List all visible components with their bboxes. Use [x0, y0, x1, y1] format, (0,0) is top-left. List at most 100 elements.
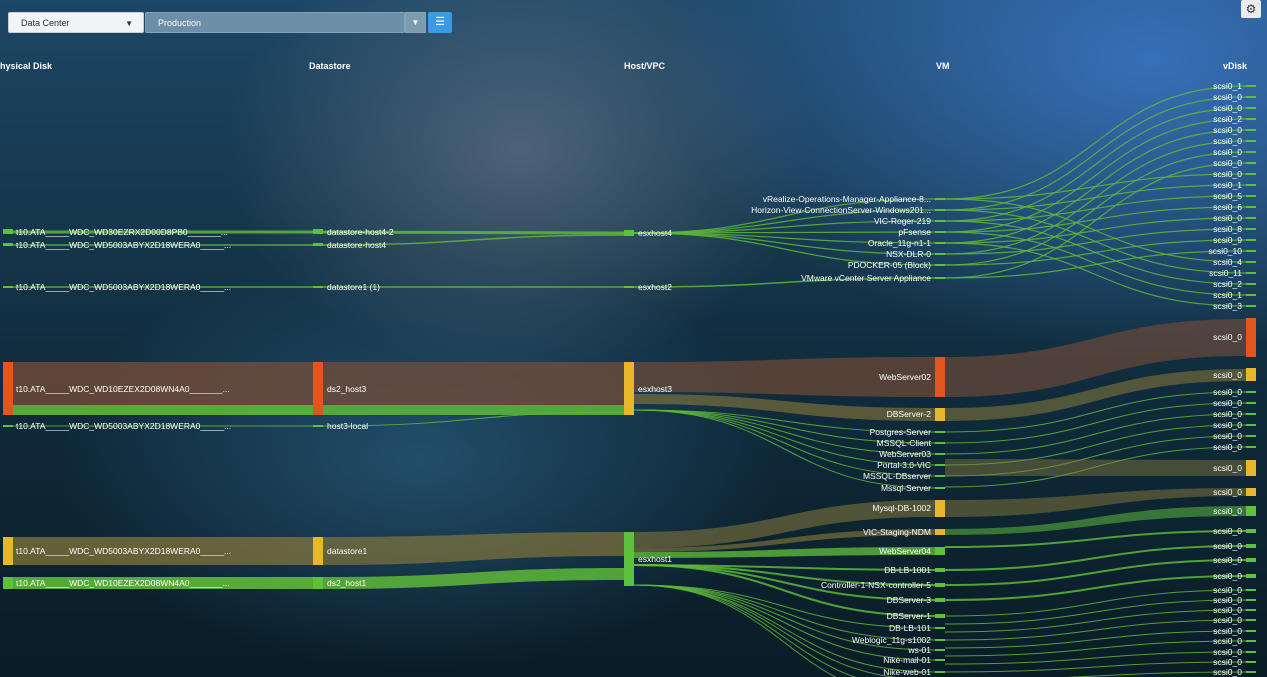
physical-disk-label[interactable]: t10.ATA_____WDC_WD5003ABYX2D18WERA0_____… [16, 546, 231, 556]
host-label[interactable]: esxhost1 [638, 554, 672, 564]
vdisk-label[interactable]: scsi0_3 [1213, 301, 1242, 311]
vdisk-node[interactable] [1246, 318, 1256, 357]
vdisk-node[interactable] [1246, 619, 1256, 621]
physical-disk-label[interactable]: t10.ATA_____WDC_WD5003ABYX2D18WERA0_____… [16, 421, 231, 431]
vm-node[interactable] [935, 198, 945, 200]
vm-label[interactable]: Mysql-DB-1002 [872, 503, 931, 513]
vm-label[interactable]: Nike-web-01 [883, 667, 931, 677]
vdisk-node[interactable] [1246, 239, 1256, 241]
environment-dropdown-button[interactable]: ▼ [405, 12, 426, 33]
vm-node[interactable] [935, 583, 945, 587]
datastore-node[interactable] [313, 537, 323, 565]
physical-disk-label[interactable]: t10.ATA_____WDC_WD10EZEX2D08WN4A0_______… [16, 384, 230, 394]
vdisk-label[interactable]: scsi0_1 [1213, 81, 1242, 91]
vdisk-node[interactable] [1246, 118, 1256, 120]
host-label[interactable]: esxhost2 [638, 282, 672, 292]
list-view-button[interactable]: ☰ [428, 12, 452, 33]
datastore-label[interactable]: host3-local [327, 421, 368, 431]
vdisk-label[interactable]: scsi0_0 [1213, 626, 1242, 636]
vm-node[interactable] [935, 442, 945, 444]
vdisk-node[interactable] [1246, 402, 1256, 404]
vm-node[interactable] [935, 671, 945, 673]
vdisk-node[interactable] [1246, 272, 1256, 274]
vm-node[interactable] [935, 475, 945, 477]
vm-node[interactable] [935, 529, 945, 535]
vm-node[interactable] [935, 649, 945, 651]
vm-node[interactable] [935, 453, 945, 455]
physical-disk-node[interactable] [3, 537, 13, 565]
vdisk-node[interactable] [1246, 544, 1256, 548]
vdisk-label[interactable]: scsi0_0 [1213, 571, 1242, 581]
vm-label[interactable]: MSSQL-DBserver [863, 471, 931, 481]
vm-node[interactable] [935, 547, 945, 555]
physical-disk-label[interactable]: t10.ATA_____WDC_WD10EZEX2D08WN4A0_______… [16, 578, 230, 588]
vdisk-node[interactable] [1246, 558, 1256, 562]
vm-node[interactable] [935, 627, 945, 629]
vdisk-label[interactable]: scsi0_0 [1213, 526, 1242, 536]
settings-button[interactable]: ⚙ [1241, 0, 1261, 18]
vdisk-node[interactable] [1246, 424, 1256, 426]
vm-label[interactable]: WebServer03 [879, 449, 931, 459]
vdisk-node[interactable] [1246, 589, 1256, 591]
vdisk-node[interactable] [1246, 294, 1256, 296]
vdisk-label[interactable]: scsi0_0 [1213, 615, 1242, 625]
vdisk-node[interactable] [1246, 661, 1256, 663]
vdisk-label[interactable]: scsi0_0 [1213, 125, 1242, 135]
vm-node[interactable] [935, 614, 945, 618]
physical-disk-node[interactable] [3, 229, 13, 234]
vm-node[interactable] [935, 209, 945, 211]
vdisk-label[interactable]: scsi0_0 [1213, 442, 1242, 452]
vdisk-node[interactable] [1246, 671, 1256, 673]
vdisk-label[interactable]: scsi0_8 [1213, 224, 1242, 234]
vdisk-label[interactable]: scsi0_0 [1213, 636, 1242, 646]
physical-disk-label[interactable]: t10.ATA_____WDC_WD30EZRX2D00D8PB0_______… [16, 227, 228, 237]
vm-node[interactable] [935, 639, 945, 641]
vdisk-label[interactable]: scsi0_0 [1213, 158, 1242, 168]
datastore-node[interactable] [313, 229, 323, 234]
physical-disk-node[interactable] [3, 243, 13, 246]
datastore-label[interactable]: datastore-host4-2 [327, 227, 394, 237]
vm-label[interactable]: VMware vCenter Server Appliance [801, 273, 931, 283]
vm-label[interactable]: Oracle_11g-n1-1 [868, 238, 931, 248]
vdisk-node[interactable] [1246, 305, 1256, 307]
host-node[interactable] [624, 362, 634, 415]
vdisk-node[interactable] [1246, 446, 1256, 448]
vdisk-node[interactable] [1246, 129, 1256, 131]
datastore-label[interactable]: datastore1 [327, 546, 367, 556]
vdisk-node[interactable] [1246, 630, 1256, 632]
datastore-label[interactable]: ds2_host1 [327, 578, 366, 588]
host-label[interactable]: esxhost4 [638, 228, 672, 238]
vdisk-label[interactable]: scsi0_1 [1213, 180, 1242, 190]
vdisk-label[interactable]: scsi0_0 [1213, 506, 1242, 516]
vm-node[interactable] [935, 431, 945, 433]
datastore-node[interactable] [313, 286, 323, 288]
vm-node[interactable] [935, 500, 945, 517]
vdisk-label[interactable]: scsi0_0 [1213, 370, 1242, 380]
host-node[interactable] [624, 286, 634, 288]
vm-node[interactable] [935, 253, 945, 255]
vm-label[interactable]: WebServer02 [879, 372, 931, 382]
vdisk-node[interactable] [1246, 217, 1256, 219]
vm-node[interactable] [935, 598, 945, 602]
vdisk-label[interactable]: scsi0_0 [1213, 555, 1242, 565]
vdisk-label[interactable]: scsi0_2 [1213, 279, 1242, 289]
vdisk-node[interactable] [1246, 488, 1256, 496]
vdisk-label[interactable]: scsi0_0 [1213, 647, 1242, 657]
vm-label[interactable]: Nike-mail-01 [883, 655, 931, 665]
physical-disk-node[interactable] [3, 286, 13, 288]
host-node[interactable] [624, 230, 634, 236]
vdisk-node[interactable] [1246, 609, 1256, 611]
vdisk-label[interactable]: scsi0_0 [1213, 667, 1242, 677]
vdisk-node[interactable] [1246, 250, 1256, 252]
vdisk-label[interactable]: scsi0_0 [1213, 409, 1242, 419]
vdisk-node[interactable] [1246, 640, 1256, 642]
vdisk-label[interactable]: scsi0_11 [1209, 268, 1242, 278]
vm-node[interactable] [935, 659, 945, 661]
physical-disk-label[interactable]: t10.ATA_____WDC_WD5003ABYX2D18WERA0_____… [16, 282, 231, 292]
vdisk-label[interactable]: scsi0_0 [1213, 541, 1242, 551]
vm-label[interactable]: VIC-Staging-NDM [863, 527, 931, 537]
vdisk-node[interactable] [1246, 184, 1256, 186]
vdisk-label[interactable]: scsi0_0 [1213, 595, 1242, 605]
vdisk-node[interactable] [1246, 140, 1256, 142]
vdisk-node[interactable] [1246, 173, 1256, 175]
